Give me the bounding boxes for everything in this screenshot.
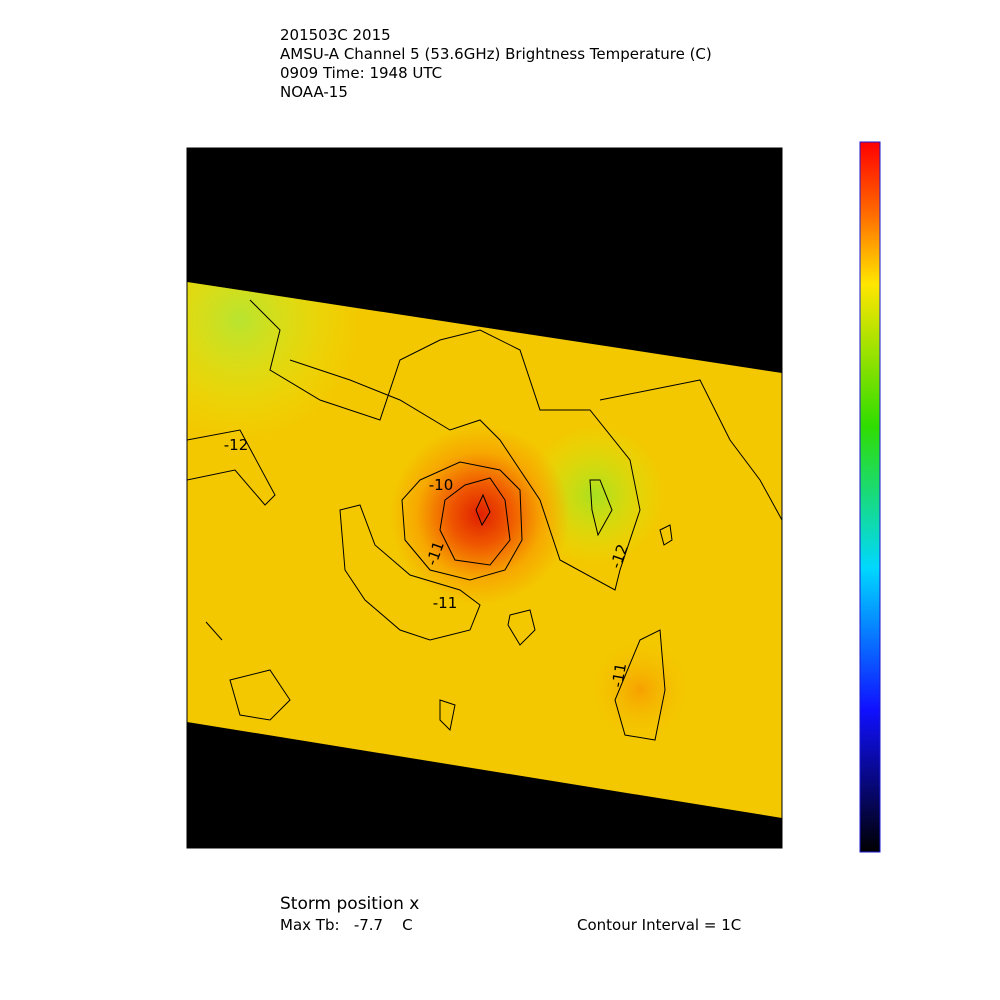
map-frame (186, 147, 783, 849)
max-tb: Max Tb: -7.7 C (280, 916, 413, 934)
title-line: 201503C 2015 (280, 26, 391, 44)
contour-interval: Contour Interval = 1C (577, 916, 741, 934)
footer: Storm position x Max Tb: -7.7 C Contour … (280, 894, 741, 934)
title-line: NOAA-15 (280, 83, 348, 101)
contours (187, 299, 782, 741)
title-line: AMSU-A Channel 5 (53.6GHz) Brightness Te… (280, 45, 712, 63)
map: -12 -10 -11 -11 -12 -11 (187, 148, 782, 848)
colorbar (859, 141, 881, 853)
storm-position: Storm position x (280, 894, 419, 914)
field (187, 282, 782, 818)
contour-label: -11 (433, 594, 458, 612)
contour-label: -10 (429, 476, 454, 494)
contour-label: -11 (608, 662, 630, 689)
contour-label: -12 (224, 436, 249, 454)
title-line: 0909 Time: 1948 UTC (280, 64, 442, 82)
header: 201503C 2015 AMSU-A Channel 5 (53.6GHz) … (280, 26, 712, 101)
